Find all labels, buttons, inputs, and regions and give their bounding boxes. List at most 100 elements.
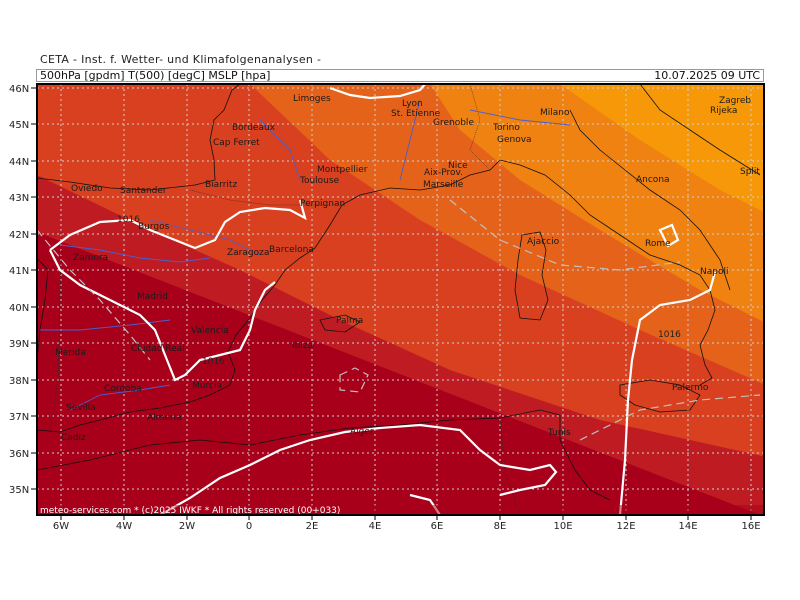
lon-tick-6w: 6W [53,521,69,532]
city-cap-ferret: Cap Ferret [213,138,260,148]
city-st-etienne: St. Etienne [391,109,441,119]
variables-label: 500hPa [gpdm] T(500) [degC] MSLP [hpa] [40,69,271,82]
lat-tick-marks [31,87,37,490]
lat-tick-40n: 40N [9,303,29,314]
lon-axis-labels: 6W 4W 2W 0 2E 4E 6E 8E 10E 12E 14E 16E [53,521,761,532]
sardinia-corsica [514,231,549,321]
city-montpellier: Montpellier [317,165,368,175]
lat-tick-43n: 43N [9,193,29,204]
city-cadiz: Cadiz [61,433,86,443]
river-garonne [259,119,301,181]
isobar-1016-spain [49,249,276,382]
city-milano: Milano [540,108,570,118]
sicily [619,379,701,413]
isobar-top-france [329,84,426,100]
river-rhone [399,99,421,181]
city-merida: Merida [55,348,86,358]
city-madrid: Madrid [137,292,168,302]
lat-tick-36n: 36N [9,449,29,460]
city-bordeaux: Bordeaux [232,123,276,133]
city-split: Split [740,167,760,177]
coastlines [37,84,761,501]
river-po [469,109,571,126]
city-genova: Genova [497,135,532,145]
isobar-value-labels: 1016 1016 1016 [117,215,681,367]
header-bar: 500hPa [gpdm] T(500) [degC] MSLP [hpa] 1… [36,69,764,82]
lon-tick-14e: 14E [678,521,697,532]
geopotential-contours [37,199,761,441]
city-labels: Limoges Lyon St. Etienne Grenoble Bordea… [55,94,760,443]
city-santander: Santander [120,186,167,196]
city-rome: Rome [645,239,671,249]
italy-east-coast [569,109,731,291]
rivers [40,99,571,411]
city-nice: Nice [448,161,468,171]
city-almeria: Almeria [147,413,182,423]
copyright-text: meteo-services.com * (c)2025 IWKF * All … [40,506,340,516]
band-light [560,84,764,212]
city-marseille: Marseille [423,180,464,190]
city-palermo: Palermo [672,383,709,393]
city-ibiza: Ibiza [292,341,313,351]
city-toulouse: Toulouse [299,176,340,186]
spain-portugal-border [49,229,63,431]
river-ebro [149,219,261,256]
geopotential-center [449,199,681,271]
city-tunis: Tunis [547,428,571,438]
city-ciudad-real: Ciudad Real [131,344,185,354]
borders [49,84,521,515]
lat-tick-45n: 45N [9,120,29,131]
lon-tick-8e: 8E [494,521,507,532]
isobar-1016-africa [159,423,558,515]
lat-tick-46n: 46N [9,84,29,95]
river-guadalquivir [69,384,171,411]
geopotential-south [579,394,761,441]
biscay-coast [37,84,241,191]
city-ajaccio: Ajaccio [527,237,560,247]
lat-tick-35n: 35N [9,485,29,496]
river-duero [59,244,211,263]
lon-tick-2w: 2W [179,521,195,532]
city-valencia: Valencia [191,326,229,336]
lon-tick-2e: 2E [306,521,319,532]
isobar-label-1016-spain: 1016 [202,357,225,367]
city-perpignan: Perpignan [300,199,345,209]
institute-title: CETA - Inst. f. Wetter- und Klimafolgena… [40,53,322,66]
city-palma: Palma [336,316,363,326]
isobar-label-1016-north: 1016 [117,215,140,225]
city-alger: Alger [350,427,374,437]
lon-tick-12e: 12E [616,521,635,532]
city-rijeka: Rijeka [710,106,737,116]
north-africa-coast [37,409,611,501]
city-limoges: Limoges [293,94,331,104]
spain-france-coast [37,159,501,433]
city-lyon: Lyon [402,99,423,109]
lon-tick-16e: 16E [741,521,760,532]
city-barcelona: Barcelona [269,245,314,255]
geopotential-small [339,367,369,393]
city-burgos: Burgos [138,222,170,232]
city-zagreb: Zagreb [719,96,751,106]
city-zamora: Zamora [73,253,108,263]
mallorca [319,314,361,333]
portugal-coast [37,257,49,361]
city-oviedo: Oviedo [71,184,103,194]
lon-tick-4w: 4W [116,521,132,532]
isobar-1016-north [49,199,307,251]
lon-tick-0: 0 [246,521,252,532]
city-grenoble: Grenoble [433,118,474,128]
city-aix-prov: Aix-Prov. [424,168,463,178]
italy-west-coast [499,159,716,386]
city-sevilla: Sevilla [66,403,96,413]
lon-tick-10e: 10E [553,521,572,532]
lat-tick-37n: 37N [9,412,29,423]
adriatic-coast [639,84,761,176]
lat-tick-44n: 44N [9,157,29,168]
city-cordoba: Cordoba [104,384,142,394]
lon-tick-6e: 6E [431,521,444,532]
france-italy-border [469,84,491,171]
city-zaragoza: Zaragoza [227,248,269,258]
lat-tick-41n: 41N [9,266,29,277]
isobar-label-1016-italy: 1016 [658,330,681,340]
map-frame [36,83,765,516]
